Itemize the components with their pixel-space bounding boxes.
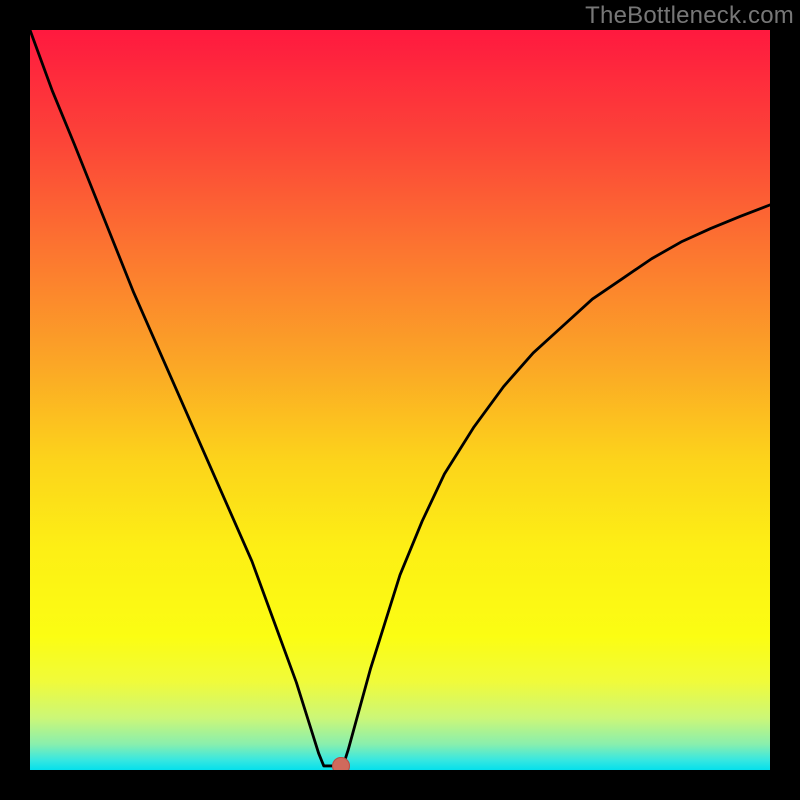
watermark-text: TheBottleneck.com [585,2,794,30]
gradient-background [30,30,770,770]
plot-area [30,30,770,770]
optimal-point-marker [332,757,350,770]
bottleneck-curve-chart [30,30,770,770]
chart-frame: TheBottleneck.com [0,0,800,800]
